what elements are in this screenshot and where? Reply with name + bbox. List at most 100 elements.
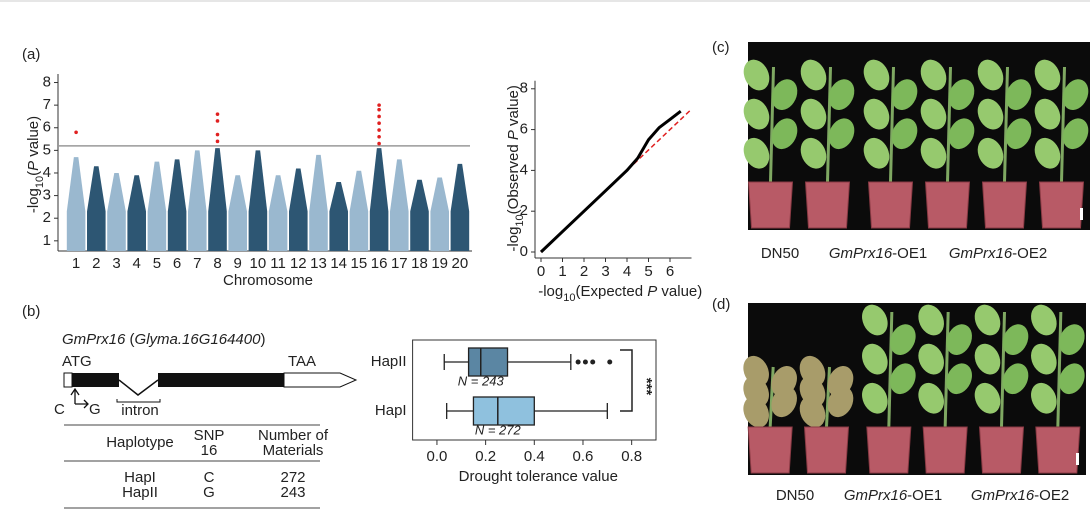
pot bbox=[978, 426, 1025, 474]
table-cell: G bbox=[203, 484, 215, 501]
chromosome-peak bbox=[450, 163, 470, 251]
leaf bbox=[1031, 382, 1057, 414]
pot bbox=[1035, 426, 1081, 474]
chromosome-peak bbox=[268, 175, 288, 251]
leaf bbox=[977, 137, 1004, 169]
significant-snp bbox=[215, 119, 220, 123]
chromosome-peak bbox=[430, 177, 449, 251]
table-cell: 243 bbox=[280, 484, 305, 501]
chromosome-peak bbox=[309, 154, 328, 251]
snp-from: C bbox=[54, 401, 65, 418]
significant-snp bbox=[377, 141, 381, 146]
panel-label: (d) bbox=[712, 296, 730, 313]
chromosome-peak bbox=[188, 150, 207, 251]
leaf bbox=[977, 98, 1004, 130]
x-tick-label: 3 bbox=[112, 255, 120, 272]
text-part: -log bbox=[538, 283, 563, 300]
x-tick-label: 13 bbox=[310, 255, 327, 272]
leaf bbox=[800, 137, 827, 169]
y-tick-label: 7 bbox=[43, 96, 51, 113]
leaf bbox=[1002, 324, 1029, 355]
stem bbox=[826, 66, 832, 183]
pot bbox=[803, 426, 850, 474]
text-part: DN50 bbox=[776, 487, 814, 504]
y-tick-label: 5 bbox=[43, 141, 51, 158]
x-tick-label: 8 bbox=[213, 255, 221, 272]
x-tick-label: 0 bbox=[537, 263, 545, 280]
pot bbox=[922, 426, 968, 474]
x-tick-label: 2 bbox=[580, 263, 588, 280]
x-tick-label: 7 bbox=[193, 255, 201, 272]
panel-label: (a) bbox=[22, 46, 40, 63]
text-part: ( bbox=[25, 171, 42, 176]
chromosome-peak bbox=[228, 175, 247, 251]
box bbox=[472, 396, 535, 426]
pot bbox=[747, 181, 794, 229]
text-part: DN50 bbox=[761, 245, 799, 262]
leaf bbox=[771, 79, 798, 110]
x-tick-label: 6 bbox=[173, 255, 181, 272]
x-tick-label: 0.6 bbox=[573, 448, 594, 465]
y-tick-label: 0 bbox=[520, 243, 528, 260]
leaf bbox=[799, 355, 826, 387]
leaf bbox=[743, 59, 770, 91]
leaf bbox=[1002, 363, 1029, 395]
leaf bbox=[800, 59, 827, 91]
text-part: -log bbox=[505, 227, 522, 252]
leaf bbox=[743, 98, 770, 130]
y-axis-label: -log10(P value) bbox=[25, 116, 46, 213]
leaf bbox=[743, 137, 770, 169]
chromosome-peak bbox=[248, 150, 268, 251]
text-part: GmPrx16 bbox=[949, 245, 1013, 262]
chromosome-peak bbox=[208, 148, 227, 251]
x-tick-label: 6 bbox=[666, 263, 674, 280]
x-tick-label: 4 bbox=[623, 263, 631, 280]
y-tick-label: 1 bbox=[43, 232, 51, 249]
text-part: GmPrx16 bbox=[62, 331, 126, 348]
exon-2 bbox=[158, 373, 284, 387]
leaf bbox=[1059, 363, 1085, 395]
snp-to: G bbox=[89, 401, 101, 418]
stem bbox=[943, 311, 950, 428]
significance-bracket bbox=[620, 349, 633, 412]
photo-caption: DN50 bbox=[761, 245, 799, 262]
text-part: GmPrx16 bbox=[971, 487, 1035, 504]
intron-bracket bbox=[116, 399, 161, 403]
leaf bbox=[863, 98, 890, 130]
category-label: HapI bbox=[375, 402, 407, 419]
y-tick-label: 8 bbox=[43, 73, 51, 90]
chromosome-peak bbox=[127, 175, 146, 251]
pot bbox=[866, 426, 912, 474]
leaf bbox=[1034, 98, 1061, 130]
y-tick-label: 2 bbox=[43, 209, 51, 226]
y-tick-label: 8 bbox=[520, 80, 528, 97]
leaf bbox=[800, 98, 827, 130]
utr-3 bbox=[283, 372, 358, 388]
leaf bbox=[1005, 79, 1032, 110]
y-tick-label: 3 bbox=[43, 187, 51, 204]
leaf bbox=[977, 59, 1004, 91]
leaf bbox=[771, 118, 798, 150]
leaf bbox=[890, 324, 916, 355]
text-part: value) bbox=[505, 85, 522, 130]
stem bbox=[887, 311, 894, 428]
chromosome-peak bbox=[390, 159, 409, 251]
panel-label: (c) bbox=[712, 39, 730, 56]
text-part: P bbox=[505, 130, 522, 140]
stem bbox=[1000, 311, 1006, 428]
leaf bbox=[918, 343, 944, 375]
stem bbox=[946, 66, 952, 183]
pot bbox=[924, 181, 971, 229]
qq-line bbox=[539, 110, 682, 254]
x-tick-label: 19 bbox=[431, 255, 448, 272]
leaf bbox=[862, 304, 888, 336]
x-tick-label: 20 bbox=[452, 255, 469, 272]
x-tick-label: 5 bbox=[644, 263, 652, 280]
leaf bbox=[862, 382, 888, 414]
text-part: -OE2 bbox=[1012, 245, 1047, 262]
text-part: GmPrx16 bbox=[829, 245, 893, 262]
pot bbox=[804, 181, 851, 229]
photo-caption: GmPrx16-OE1 bbox=[844, 487, 942, 504]
snp-arrow bbox=[70, 387, 89, 409]
intron-line bbox=[118, 379, 159, 396]
